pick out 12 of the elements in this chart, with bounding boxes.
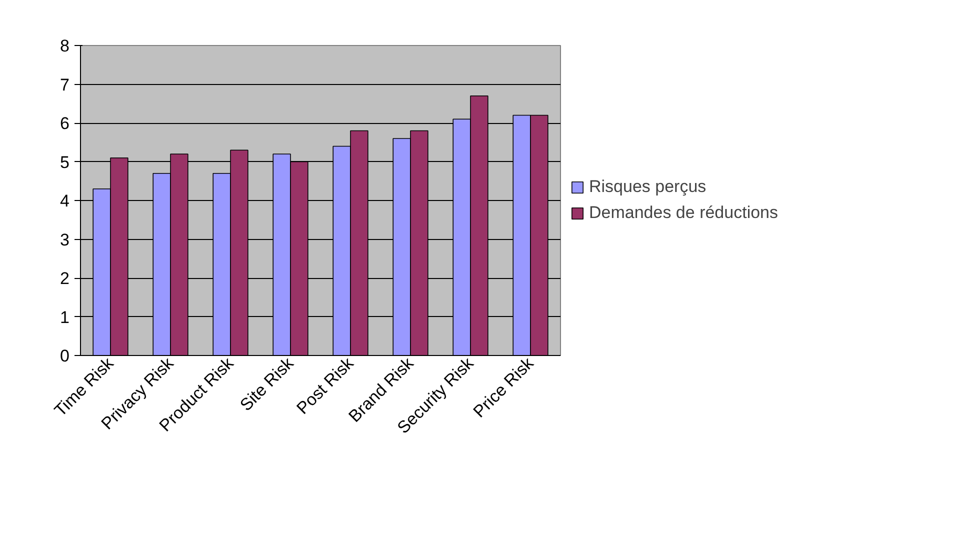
x-tick-label: Site Risk: [236, 353, 298, 415]
y-tick-label: 8: [60, 36, 70, 56]
y-tick-label: 2: [60, 269, 70, 288]
y-tick-label: 4: [60, 192, 70, 210]
y-tick-label: 0: [60, 346, 70, 366]
legend-label: Risques perçus: [589, 177, 706, 197]
y-tick-label: 6: [60, 114, 70, 133]
y-tick-label: 7: [60, 75, 70, 94]
y-tick-label: 1: [60, 308, 70, 327]
y-tick-label: 5: [60, 152, 70, 172]
y-tick-label: 3: [60, 230, 70, 250]
legend-label: Demandes de réductions: [589, 203, 778, 223]
